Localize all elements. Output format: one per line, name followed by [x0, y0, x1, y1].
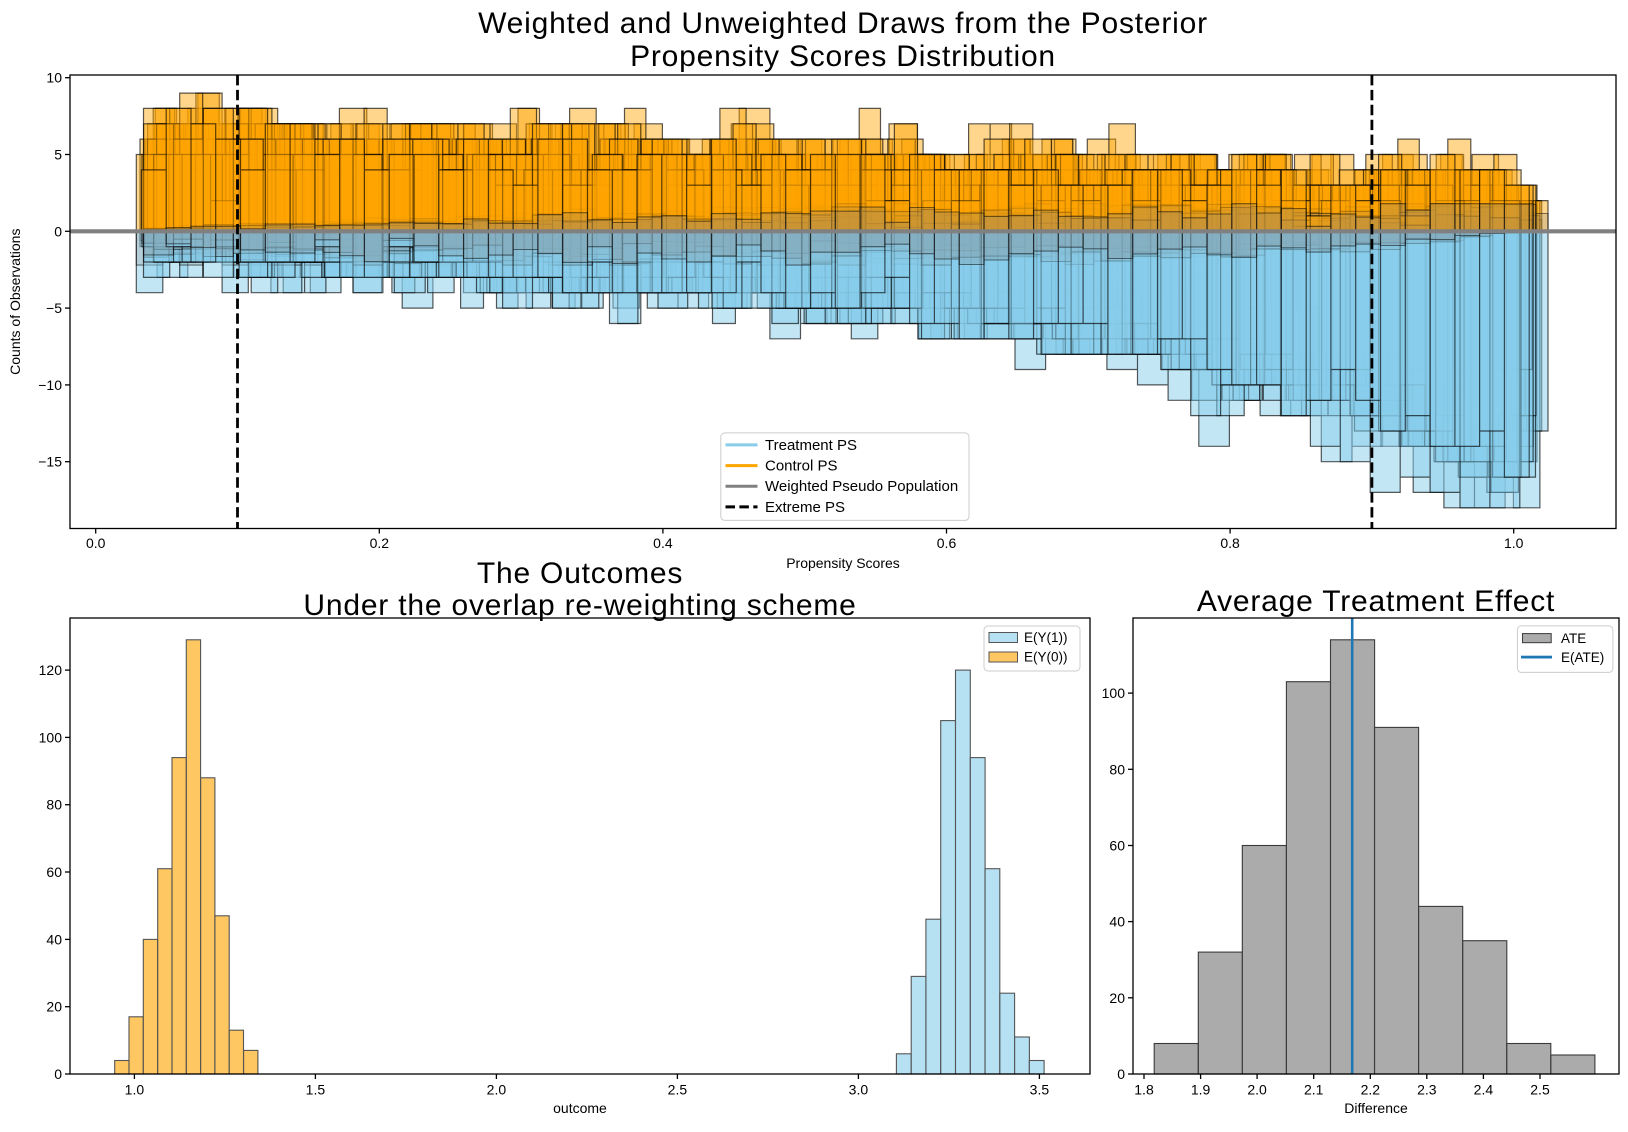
svg-text:Under the overlap re-weighting: Under the overlap re-weighting scheme [303, 589, 856, 622]
svg-text:80: 80 [1109, 761, 1125, 777]
svg-text:2.0: 2.0 [1247, 1082, 1267, 1098]
svg-text:0: 0 [54, 223, 62, 239]
svg-text:Difference: Difference [1344, 1100, 1408, 1116]
svg-text:20: 20 [46, 999, 62, 1015]
svg-text:Weighted and Unweighted Draws: Weighted and Unweighted Draws from the P… [478, 7, 1208, 40]
svg-text:0.8: 0.8 [1220, 535, 1240, 551]
svg-text:2.1: 2.1 [1304, 1082, 1324, 1098]
svg-text:2.4: 2.4 [1474, 1082, 1494, 1098]
svg-text:0.2: 0.2 [370, 535, 390, 551]
svg-text:40: 40 [1109, 914, 1125, 930]
svg-text:Control PS: Control PS [765, 458, 838, 475]
svg-text:E(Y(1)): E(Y(1)) [1024, 630, 1068, 645]
svg-text:ATE: ATE [1561, 631, 1586, 646]
svg-text:100: 100 [39, 729, 63, 745]
svg-text:0: 0 [54, 1066, 62, 1082]
svg-text:−15: −15 [38, 454, 62, 470]
svg-text:0.4: 0.4 [653, 535, 673, 551]
svg-text:2.5: 2.5 [1530, 1082, 1550, 1098]
svg-text:Counts of Observations: Counts of Observations [7, 229, 23, 375]
svg-text:1.0: 1.0 [1504, 535, 1524, 551]
svg-text:1.0: 1.0 [125, 1082, 145, 1098]
svg-text:1.8: 1.8 [1134, 1082, 1154, 1098]
svg-text:The Outcomes: The Outcomes [477, 557, 683, 590]
svg-text:1.9: 1.9 [1191, 1082, 1211, 1098]
svg-text:100: 100 [1102, 685, 1126, 701]
svg-text:3.0: 3.0 [849, 1082, 869, 1098]
svg-text:Average Treatment Effect: Average Treatment Effect [1197, 585, 1555, 618]
svg-text:60: 60 [1109, 838, 1125, 854]
svg-text:2.5: 2.5 [668, 1082, 688, 1098]
svg-text:120: 120 [39, 662, 63, 678]
svg-text:0.6: 0.6 [937, 535, 957, 551]
svg-text:Weighted Pseudo Population: Weighted Pseudo Population [765, 478, 958, 495]
svg-text:−10: −10 [38, 377, 62, 393]
svg-text:1.5: 1.5 [306, 1082, 326, 1098]
svg-text:2.2: 2.2 [1361, 1082, 1381, 1098]
svg-text:Propensity Scores: Propensity Scores [786, 555, 900, 571]
svg-text:Propensity Scores Distribution: Propensity Scores Distribution [630, 40, 1056, 73]
svg-text:0.0: 0.0 [86, 535, 106, 551]
svg-text:40: 40 [46, 931, 62, 947]
svg-text:80: 80 [46, 797, 62, 813]
svg-text:3.5: 3.5 [1030, 1082, 1050, 1098]
svg-text:10: 10 [46, 70, 62, 86]
svg-text:E(ATE): E(ATE) [1561, 650, 1604, 665]
svg-text:Treatment PS: Treatment PS [765, 437, 857, 454]
svg-text:0: 0 [1117, 1066, 1125, 1082]
svg-text:Extreme PS: Extreme PS [765, 499, 845, 516]
svg-text:60: 60 [46, 864, 62, 880]
svg-text:−5: −5 [46, 300, 62, 316]
svg-text:2.0: 2.0 [487, 1082, 507, 1098]
svg-text:5: 5 [54, 147, 62, 163]
svg-text:20: 20 [1109, 990, 1125, 1006]
svg-text:2.3: 2.3 [1417, 1082, 1437, 1098]
svg-text:outcome: outcome [553, 1100, 607, 1116]
svg-text:E(Y(0)): E(Y(0)) [1024, 650, 1068, 665]
